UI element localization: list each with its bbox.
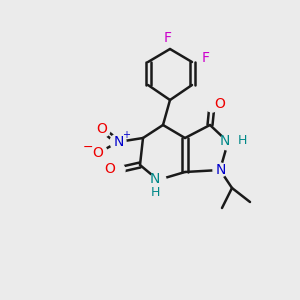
Text: O: O [93, 146, 104, 160]
Circle shape [150, 172, 166, 188]
Text: F: F [202, 51, 210, 65]
Circle shape [111, 163, 125, 177]
Text: N: N [150, 172, 160, 186]
Text: O: O [214, 97, 225, 111]
Text: O: O [105, 162, 116, 176]
Text: H: H [237, 134, 247, 146]
Text: H: H [150, 185, 160, 199]
Text: −: − [83, 140, 93, 154]
Circle shape [205, 98, 219, 112]
Text: N: N [220, 134, 230, 148]
Circle shape [110, 134, 126, 150]
Circle shape [220, 134, 236, 150]
Circle shape [213, 163, 227, 177]
Text: N: N [216, 163, 226, 177]
Text: +: + [122, 130, 130, 140]
Circle shape [93, 145, 107, 159]
Text: O: O [97, 122, 107, 136]
Text: N: N [114, 135, 124, 149]
Text: F: F [164, 31, 172, 45]
Circle shape [96, 123, 110, 137]
